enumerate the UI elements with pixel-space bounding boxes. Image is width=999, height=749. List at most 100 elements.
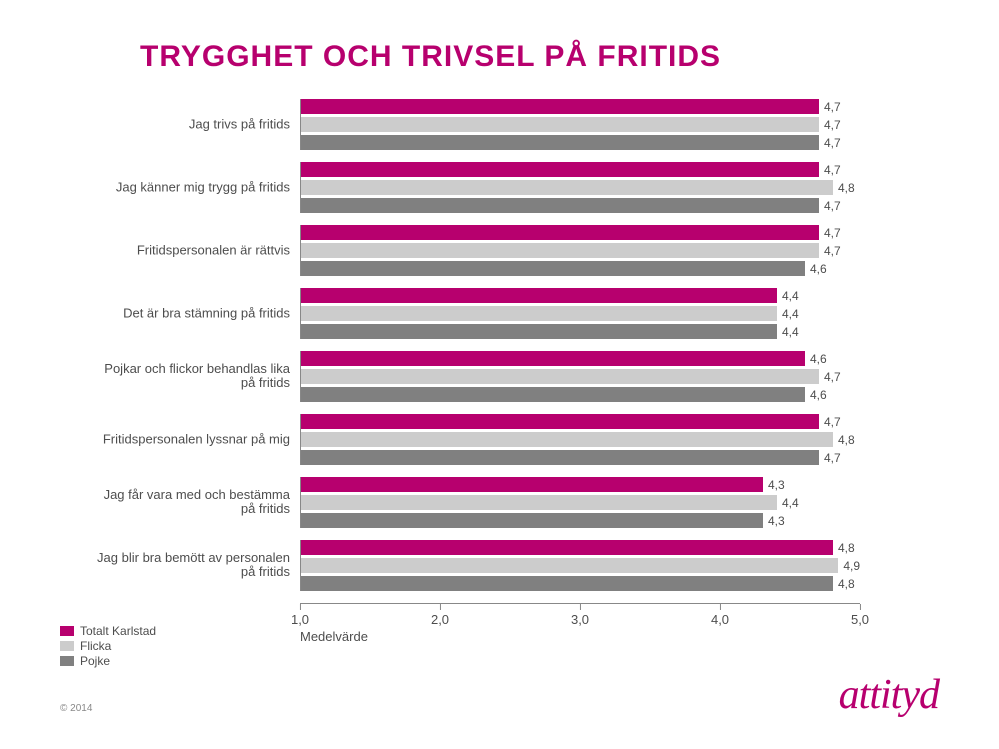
bar-value-label: 4,4 xyxy=(782,289,799,303)
x-axis: 1,02,03,04,05,0 xyxy=(300,603,860,623)
plot-area: Jag trivs på fritids4,74,74,7Jag känner … xyxy=(300,99,860,591)
bar-value-label: 4,7 xyxy=(824,100,841,114)
legend-item: Pojke xyxy=(60,654,156,668)
bars-container: 4,8 4,9 4,8 xyxy=(300,540,860,591)
legend: Totalt KarlstadFlickaPojke xyxy=(60,624,156,669)
bar-value-label: 4,7 xyxy=(824,226,841,240)
legend-label: Totalt Karlstad xyxy=(80,624,156,638)
bar-row: 4,7 xyxy=(301,243,860,258)
bar-row: 4,7 xyxy=(301,162,860,177)
bar-value-label: 4,7 xyxy=(824,163,841,177)
bar-row: 4,7 xyxy=(301,225,860,240)
tick-mark xyxy=(299,604,300,610)
bar-value-label: 4,7 xyxy=(824,415,841,429)
tick-label: 5,0 xyxy=(851,612,869,627)
bar-value-label: 4,9 xyxy=(843,559,860,573)
bars-container: 4,7 4,7 4,6 xyxy=(300,225,860,276)
bar-value-label: 4,7 xyxy=(824,370,841,384)
legend-swatch xyxy=(60,626,74,636)
bar-row: 4,7 xyxy=(301,117,860,132)
bar-group: Jag trivs på fritids4,74,74,7 xyxy=(300,99,860,150)
page: TRYGGHET OCH TRIVSEL PÅ FRITIDS Jag triv… xyxy=(0,0,999,749)
bar-value-label: 4,7 xyxy=(824,244,841,258)
bar-value-label: 4,3 xyxy=(768,514,785,528)
bar-row: 4,7 xyxy=(301,414,860,429)
bar-group: Det är bra stämning på fritids4,44,44,4 xyxy=(300,288,860,339)
chart: Jag trivs på fritids4,74,74,7Jag känner … xyxy=(100,99,930,623)
x-axis-label: Medelvärde xyxy=(300,629,368,644)
bar xyxy=(301,414,819,429)
bar-group: Fritidspersonalen lyssnar på mig4,74,84,… xyxy=(300,414,860,465)
bar-group: Pojkar och flickor behandlas lika på fri… xyxy=(300,351,860,402)
bar xyxy=(301,576,833,591)
bar xyxy=(301,288,777,303)
bar xyxy=(301,99,819,114)
bar xyxy=(301,225,819,240)
bar-value-label: 4,7 xyxy=(824,199,841,213)
bar-group: Jag får vara med och bestämma på fritids… xyxy=(300,477,860,528)
bar xyxy=(301,198,819,213)
bar xyxy=(301,243,819,258)
bar-value-label: 4,4 xyxy=(782,496,799,510)
legend-label: Pojke xyxy=(80,654,110,668)
bar-value-label: 4,7 xyxy=(824,451,841,465)
bar-group: Jag blir bra bemött av personalen på fri… xyxy=(300,540,860,591)
bar-value-label: 4,8 xyxy=(838,433,855,447)
bar xyxy=(301,513,763,528)
bar-row: 4,4 xyxy=(301,324,860,339)
x-tick: 5,0 xyxy=(851,604,869,627)
bar-row: 4,4 xyxy=(301,288,860,303)
bar xyxy=(301,540,833,555)
category-label: Jag blir bra bemött av personalen på fri… xyxy=(95,551,290,581)
bar xyxy=(301,369,819,384)
bar-value-label: 4,3 xyxy=(768,478,785,492)
copyright: © 2014 xyxy=(60,703,92,714)
bar-row: 4,7 xyxy=(301,198,860,213)
bar-value-label: 4,6 xyxy=(810,388,827,402)
legend-swatch xyxy=(60,656,74,666)
bar xyxy=(301,387,805,402)
bar-row: 4,3 xyxy=(301,513,860,528)
bar-row: 4,7 xyxy=(301,135,860,150)
bars-container: 4,6 4,7 4,6 xyxy=(300,351,860,402)
bar-row: 4,4 xyxy=(301,306,860,321)
bar-row: 4,4 xyxy=(301,495,860,510)
bars-container: 4,7 4,8 4,7 xyxy=(300,162,860,213)
bar xyxy=(301,351,805,366)
legend-label: Flicka xyxy=(80,639,111,653)
bars-container: 4,4 4,4 4,4 xyxy=(300,288,860,339)
tick-label: 2,0 xyxy=(431,612,449,627)
x-tick: 1,0 xyxy=(291,604,309,627)
tick-label: 1,0 xyxy=(291,612,309,627)
bars-container: 4,7 4,8 4,7 xyxy=(300,414,860,465)
x-tick: 4,0 xyxy=(711,604,729,627)
bar-group: Fritidspersonalen är rättvis4,74,74,6 xyxy=(300,225,860,276)
bar-value-label: 4,7 xyxy=(824,118,841,132)
category-label: Det är bra stämning på fritids xyxy=(95,306,290,321)
category-label: Jag trivs på fritids xyxy=(95,117,290,132)
category-label: Fritidspersonalen är rättvis xyxy=(95,243,290,258)
bar xyxy=(301,306,777,321)
category-label: Jag känner mig trygg på fritids xyxy=(95,180,290,195)
bar xyxy=(301,495,777,510)
bar-row: 4,6 xyxy=(301,351,860,366)
x-tick: 3,0 xyxy=(571,604,589,627)
tick-mark xyxy=(719,604,720,610)
bar xyxy=(301,324,777,339)
bar-row: 4,9 xyxy=(301,558,860,573)
bar-value-label: 4,8 xyxy=(838,577,855,591)
bar-row: 4,6 xyxy=(301,261,860,276)
bar xyxy=(301,261,805,276)
bar-value-label: 4,8 xyxy=(838,181,855,195)
category-label: Pojkar och flickor behandlas lika på fri… xyxy=(95,362,290,392)
tick-label: 3,0 xyxy=(571,612,589,627)
legend-swatch xyxy=(60,641,74,651)
bar-row: 4,8 xyxy=(301,432,860,447)
tick-mark xyxy=(859,604,860,610)
category-label: Jag får vara med och bestämma på fritids xyxy=(95,488,290,518)
tick-label: 4,0 xyxy=(711,612,729,627)
tick-mark xyxy=(439,604,440,610)
bar-value-label: 4,8 xyxy=(838,541,855,555)
logo: attityd xyxy=(839,671,939,719)
bar xyxy=(301,162,819,177)
